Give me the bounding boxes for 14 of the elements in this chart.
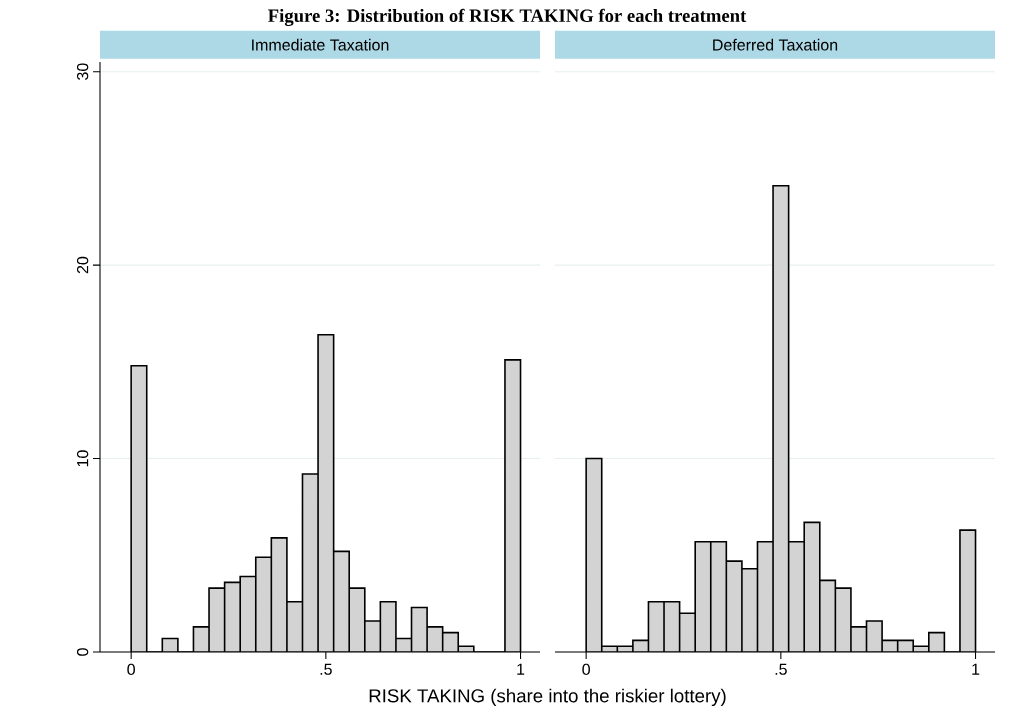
x-tick-label: 1 [517,663,525,675]
x-tick-label: .5 [775,663,787,675]
y-tick-label: 10 [76,450,89,467]
caption: Figure 3: Distribution of RISK TAKING for each treatment [268,8,747,26]
y-tick-label: 20 [76,256,89,274]
x-tick-label: 1 [972,663,980,675]
chart-title: Immediate Taxation [252,38,389,51]
x-tick-label: 0 [127,663,135,676]
x-tick-label: 0 [582,663,590,676]
x-tick-label: .5 [320,663,332,675]
y-tick-label: 30 [76,63,89,80]
y-tick-label: 0 [76,648,89,656]
chart-title: Deferred Taxation [713,38,838,51]
x-axis-title: RISK TAKING (share into the riskier lottery) [369,688,726,707]
